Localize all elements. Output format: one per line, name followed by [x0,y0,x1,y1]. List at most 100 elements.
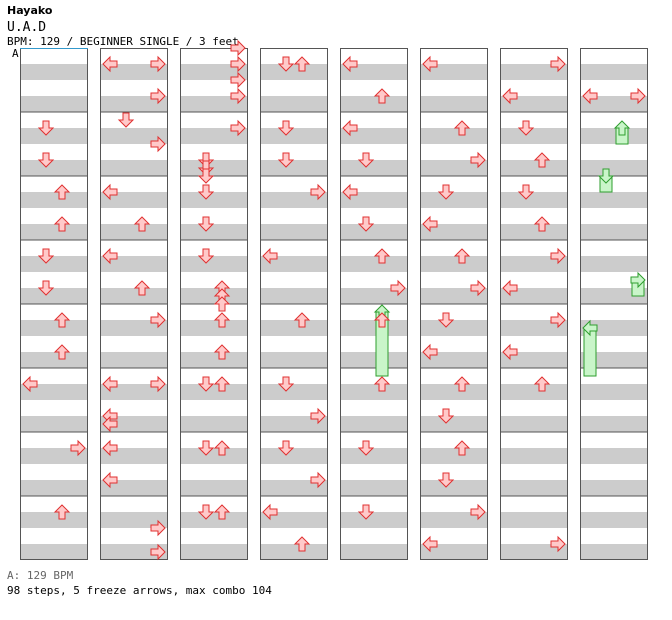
column-frame [340,48,408,560]
beat-stripe [580,256,648,272]
beat-stripe [100,96,168,112]
beat-stripe [580,224,648,240]
beat-stripe [180,96,248,112]
column-frame [100,48,168,560]
beat-stripe [340,192,408,208]
up-arrow-note [53,344,71,360]
beat-stripe [500,384,568,400]
beat-stripe [340,544,408,560]
beat-stripe [420,96,488,112]
up-arrow-note [453,248,471,264]
up-arrow-note [213,376,231,392]
up-arrow-note [53,184,71,200]
up-arrow-note [373,248,391,264]
beat-stripe [260,544,328,560]
down-arrow-note [357,504,375,520]
left-arrow-note [342,55,358,73]
beat-stripe [180,320,248,336]
right-arrow-note [550,311,566,329]
right-arrow-note [550,535,566,553]
beat-stripe [580,96,648,112]
beat-stripe [580,544,648,560]
chart-column [340,48,408,560]
beat-stripe [500,256,568,272]
beat-stripe [340,448,408,464]
down-arrow-note [517,120,535,136]
beat-stripe [500,224,568,240]
beat-stripe [340,320,408,336]
right-arrow-note [150,55,166,73]
beat-stripe [420,512,488,528]
right-arrow-note [390,279,406,297]
beat-stripe [180,352,248,368]
left-arrow-note [102,415,118,433]
left-arrow-note [262,247,278,265]
beat-stripe [20,384,88,400]
beat-stripe [20,352,88,368]
beat-stripe [500,192,568,208]
chart-column [20,48,88,560]
beat-stripe [100,128,168,144]
up-arrow-note [453,440,471,456]
down-arrow-note [117,112,135,128]
beat-stripe [340,96,408,112]
up-arrow-note [213,504,231,520]
left-arrow-note [342,183,358,201]
beat-stripe [500,352,568,368]
beat-stripe [500,544,568,560]
beat-stripe [500,288,568,304]
down-arrow-note [357,152,375,168]
down-arrow-note [37,280,55,296]
down-arrow-note [197,184,215,200]
beat-stripe [500,416,568,432]
beat-stripe [340,288,408,304]
beat-stripe [420,64,488,80]
beat-stripe [500,160,568,176]
beat-stripe [20,544,88,560]
right-arrow-note [550,55,566,73]
up-arrow-note [53,312,71,328]
up-arrow-note [373,88,391,104]
chart-summary: 98 steps, 5 freeze arrows, max combo 104 [7,584,272,597]
beat-stripe [260,288,328,304]
freeze-head-left-arrow [582,319,598,337]
beat-stripe [580,352,648,368]
beat-stripe [100,224,168,240]
beat-stripe [420,288,488,304]
beat-stripe [580,384,648,400]
freeze-head-up-arrow [613,120,631,136]
column-frame [500,48,568,560]
beat-stripe [100,320,168,336]
beat-stripe [580,64,648,80]
up-arrow-note [533,376,551,392]
beat-stripe [20,96,88,112]
beat-stripe [500,512,568,528]
beat-stripe [580,320,648,336]
beat-stripe [20,448,88,464]
beat-stripe [20,480,88,496]
beat-stripe [100,480,168,496]
down-arrow-note [277,440,295,456]
up-arrow-note [213,440,231,456]
column-frame [260,48,328,560]
beat-stripe [420,448,488,464]
artist-name: Hayako [7,4,53,17]
beat-stripe [580,160,648,176]
left-arrow-note [102,247,118,265]
bpm-legend: A: 129 BPM [7,569,74,582]
beat-stripe [420,320,488,336]
beat-stripe [260,320,328,336]
beat-stripe [420,160,488,176]
down-arrow-note [437,184,455,200]
down-arrow-note [197,248,215,264]
right-arrow-note [230,119,246,137]
beat-stripe [100,256,168,272]
beat-stripe [580,480,648,496]
down-arrow-note [197,504,215,520]
right-arrow-note [470,151,486,169]
beat-stripe [340,384,408,400]
right-arrow-note [470,503,486,521]
up-arrow-note [213,344,231,360]
beat-stripe [500,128,568,144]
beat-stripe [420,256,488,272]
